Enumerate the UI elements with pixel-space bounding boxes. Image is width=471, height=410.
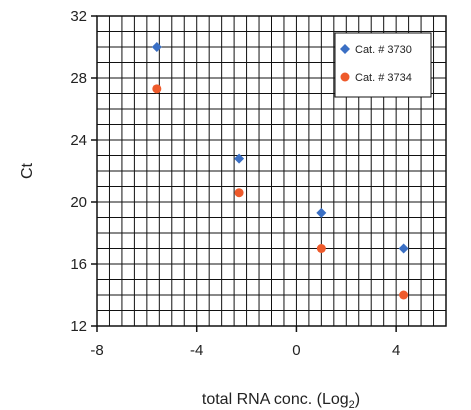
diamond-point [234,153,245,164]
circle-point [399,290,409,300]
legend-marker [340,44,350,54]
diamond-point [398,243,409,254]
axis-ticks [91,15,397,332]
legend-box [334,32,432,98]
legend-label: Cat. # 3734 [355,72,412,84]
circle-point [234,188,244,198]
y-tick-label: 20 [70,194,87,211]
legend-label: Cat. # 3730 [355,44,412,56]
legend: Cat. # 3730 Cat. # 3734 [334,32,432,98]
x-axis-title: total RNA conc. (Log2) [202,391,360,410]
y-tick-label: 16 [70,256,87,273]
x-tick-labels: -8 -4 0 4 [90,342,400,359]
circle-point [152,84,162,94]
x-tick-label: 0 [292,342,300,359]
legend-marker [340,72,350,82]
plot-frame [96,15,447,327]
data-points [151,42,409,300]
y-tick-label: 32 [70,8,87,25]
series [152,84,409,300]
series [151,42,409,254]
diamond-point [316,207,327,218]
circle-point [316,244,326,253]
x-tick-label: -8 [90,342,103,359]
x-tick-label: -4 [190,342,203,359]
diamond-point [151,42,162,52]
x-tick-label: 4 [392,342,400,359]
y-tick-labels: 32 28 24 20 16 12 [70,8,87,335]
y-tick-label: 28 [70,70,87,87]
y-tick-label: 24 [70,132,87,149]
y-axis-title: Ct [19,162,36,179]
y-tick-label: 12 [70,318,87,335]
